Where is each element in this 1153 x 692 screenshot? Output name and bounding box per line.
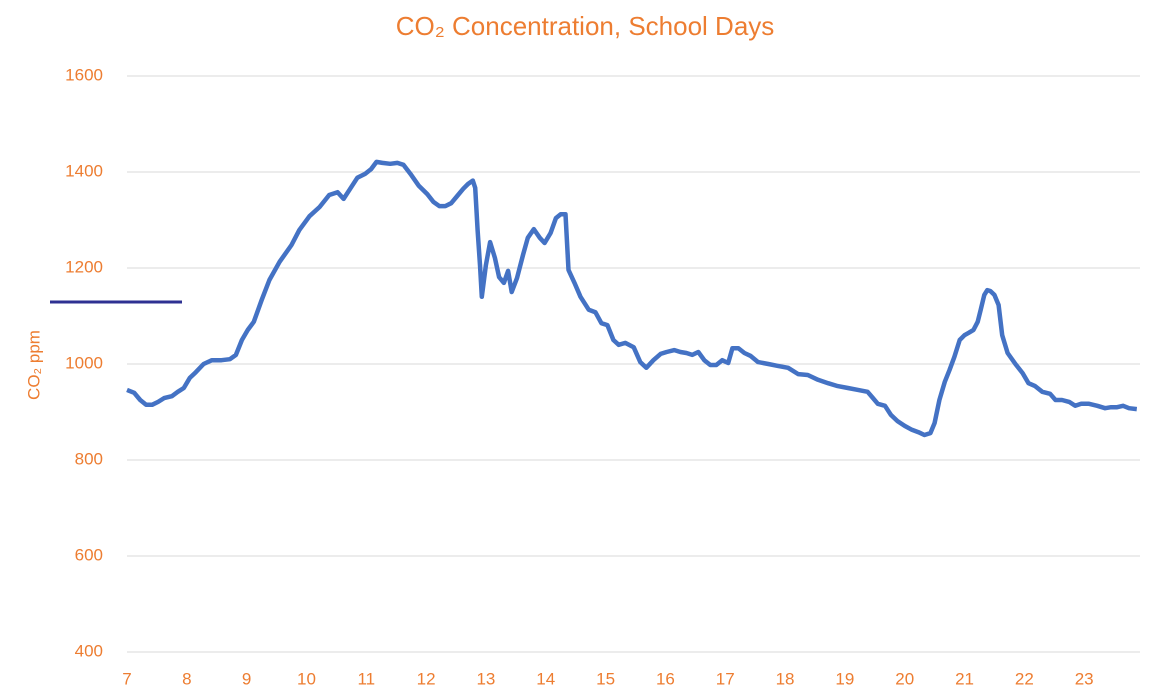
x-tick-label: 19: [835, 669, 854, 688]
x-tick-label: 20: [895, 669, 914, 688]
y-tick-label: 800: [75, 449, 103, 468]
y-tick-label: 1600: [65, 65, 103, 84]
y-tick-label: 1200: [65, 257, 103, 276]
x-tick-label: 8: [182, 669, 191, 688]
x-tick-label: 22: [1015, 669, 1034, 688]
x-tick-label: 15: [596, 669, 615, 688]
y-axis-label: CO₂ ppm: [24, 330, 43, 400]
y-tick-label: 1000: [65, 353, 103, 372]
y-tick-label: 600: [75, 545, 103, 564]
chart-title: CO₂ Concentration, School Days: [396, 11, 775, 41]
x-tick-label: 9: [242, 669, 251, 688]
x-tick-label: 11: [357, 669, 375, 688]
x-tick-label: 7: [122, 669, 131, 688]
x-tick-label: 17: [716, 669, 735, 688]
x-tick-label: 12: [417, 669, 436, 688]
line-series: [126, 159, 1138, 438]
x-tick-label: 23: [1075, 669, 1094, 688]
y-tick-label: 1400: [65, 161, 103, 180]
x-tick-label: 10: [297, 669, 316, 688]
x-tick-label: 14: [536, 669, 555, 688]
x-tick-label: 16: [656, 669, 675, 688]
x-tick-label: 13: [476, 669, 495, 688]
x-tick-label: 21: [955, 669, 974, 688]
x-tick-label: 18: [776, 669, 795, 688]
y-tick-label: 400: [75, 641, 103, 660]
